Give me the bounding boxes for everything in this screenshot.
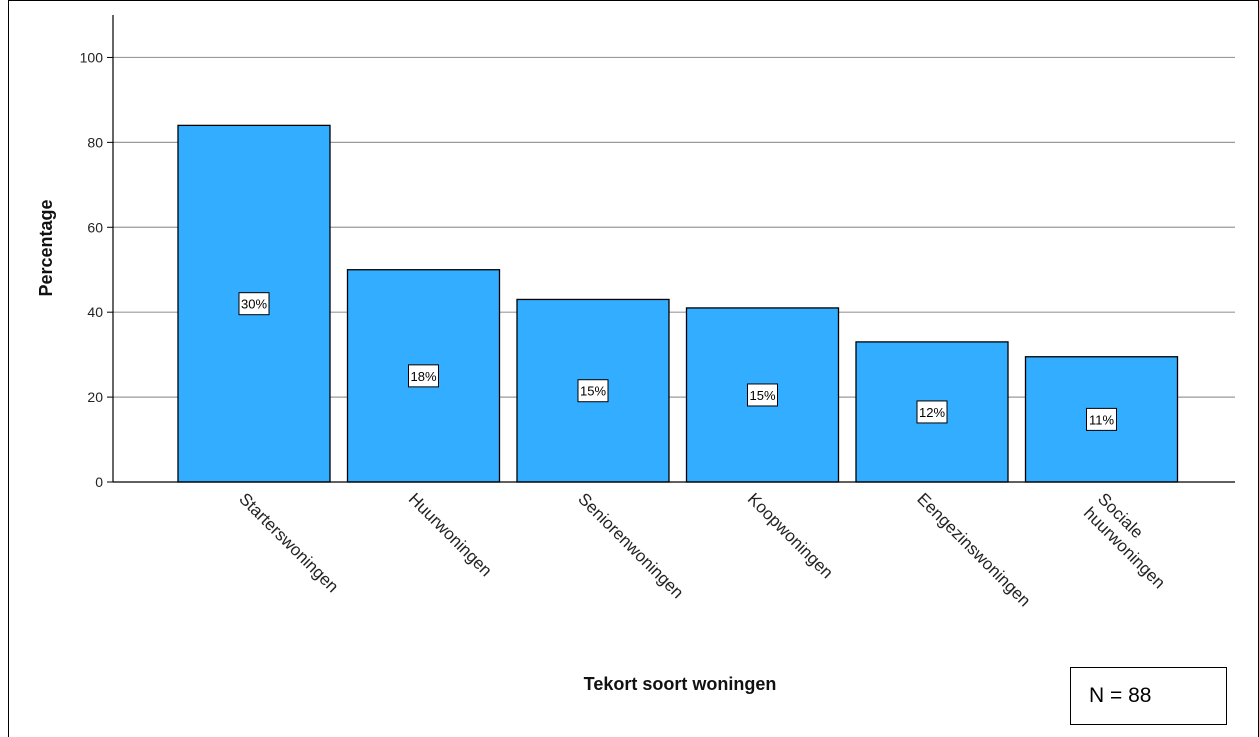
y-tick-label: 0 (95, 474, 103, 490)
category-label-line: Seniorenwoningen (574, 489, 687, 602)
category-label: Seniorenwoningen (574, 489, 687, 602)
category-label-line: Eengezinswoningen (913, 489, 1034, 610)
category-label: Starterswoningen (235, 489, 342, 596)
category-label-line: Koopwoningen (744, 489, 837, 582)
x-axis-title: Tekort soort woningen (584, 674, 777, 694)
data-label-box (916, 400, 948, 424)
category-label-line: Starterswoningen (235, 489, 342, 596)
bars (177, 124, 1179, 483)
sample-size-box: N = 88 (1070, 667, 1227, 725)
y-tick-label: 20 (87, 389, 103, 405)
y-tick-label: 80 (87, 134, 103, 150)
data-label: 15% (749, 388, 775, 403)
y-axis-title: Percentage (36, 199, 56, 296)
data-label: 30% (241, 297, 267, 312)
data-label-box (238, 292, 270, 316)
data-label: 15% (580, 384, 606, 399)
y-tick-label: 100 (80, 49, 104, 65)
category-label: Eengezinswoningen (913, 489, 1034, 610)
y-tick-label: 60 (87, 219, 103, 235)
category-label: Huurwoningen (405, 489, 496, 580)
data-label: 12% (919, 405, 945, 420)
category-label-line: Huurwoningen (405, 489, 496, 580)
sample-size-text: N = 88 (1089, 684, 1152, 707)
category-labels: Starterswoningen Huurwoningen Seniorenwoni… (235, 489, 1169, 610)
axes: 0 20 40 60 80 100 (80, 15, 1235, 490)
data-label-box (577, 379, 609, 403)
data-label-box (1086, 407, 1117, 431)
data-label: 18% (410, 369, 436, 384)
data-label-box (747, 383, 778, 407)
data-label-box (408, 364, 439, 388)
y-tick-label: 40 (87, 304, 103, 320)
data-labels: 30% 18% 15% 15% 12% 11% (238, 292, 1117, 431)
category-label: Koopwoningen (744, 489, 837, 582)
data-label: 11% (1089, 412, 1114, 427)
